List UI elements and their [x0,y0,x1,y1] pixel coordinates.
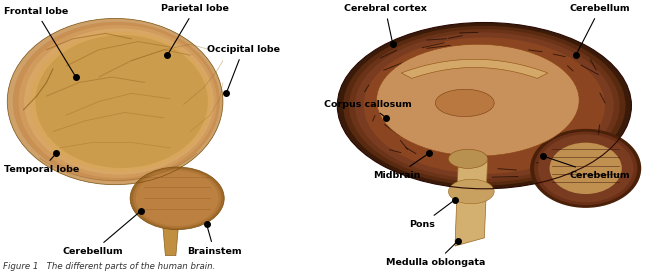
Ellipse shape [136,171,219,226]
Text: Midbrain: Midbrain [373,155,426,180]
Ellipse shape [18,25,217,178]
Text: Cerebral cortex: Cerebral cortex [344,4,426,42]
Polygon shape [402,59,548,78]
Text: Medulla oblongata: Medulla oblongata [386,242,486,267]
Ellipse shape [130,167,224,230]
Ellipse shape [343,26,626,185]
Text: Figure 1   The different parts of the human brain.: Figure 1 The different parts of the huma… [3,262,215,271]
Ellipse shape [29,32,211,172]
Ellipse shape [35,35,208,168]
Ellipse shape [133,169,221,228]
Ellipse shape [377,44,579,156]
Ellipse shape [538,134,633,202]
Text: Occipital lobe: Occipital lobe [206,45,280,91]
Text: Cerebellum: Cerebellum [546,157,630,180]
Text: Temporal lobe: Temporal lobe [4,155,79,174]
Ellipse shape [13,22,220,181]
Ellipse shape [337,22,631,189]
Ellipse shape [349,29,620,182]
Ellipse shape [534,132,637,205]
Text: Brainstem: Brainstem [187,227,242,256]
Ellipse shape [449,179,494,204]
Ellipse shape [355,33,614,179]
Text: Parietal lobe: Parietal lobe [161,4,229,53]
Ellipse shape [530,129,641,208]
Polygon shape [163,226,178,256]
Ellipse shape [24,28,214,175]
Text: Cerebellum: Cerebellum [569,4,630,53]
Ellipse shape [550,143,622,194]
Text: Cerebellum: Cerebellum [63,212,139,256]
Text: Corpus callosum: Corpus callosum [324,100,412,116]
Polygon shape [455,159,487,246]
Text: Pons: Pons [409,201,453,229]
Ellipse shape [364,38,605,174]
Text: Frontal lobe: Frontal lobe [4,7,75,75]
Ellipse shape [7,18,223,185]
Ellipse shape [449,149,487,168]
Ellipse shape [436,89,494,116]
